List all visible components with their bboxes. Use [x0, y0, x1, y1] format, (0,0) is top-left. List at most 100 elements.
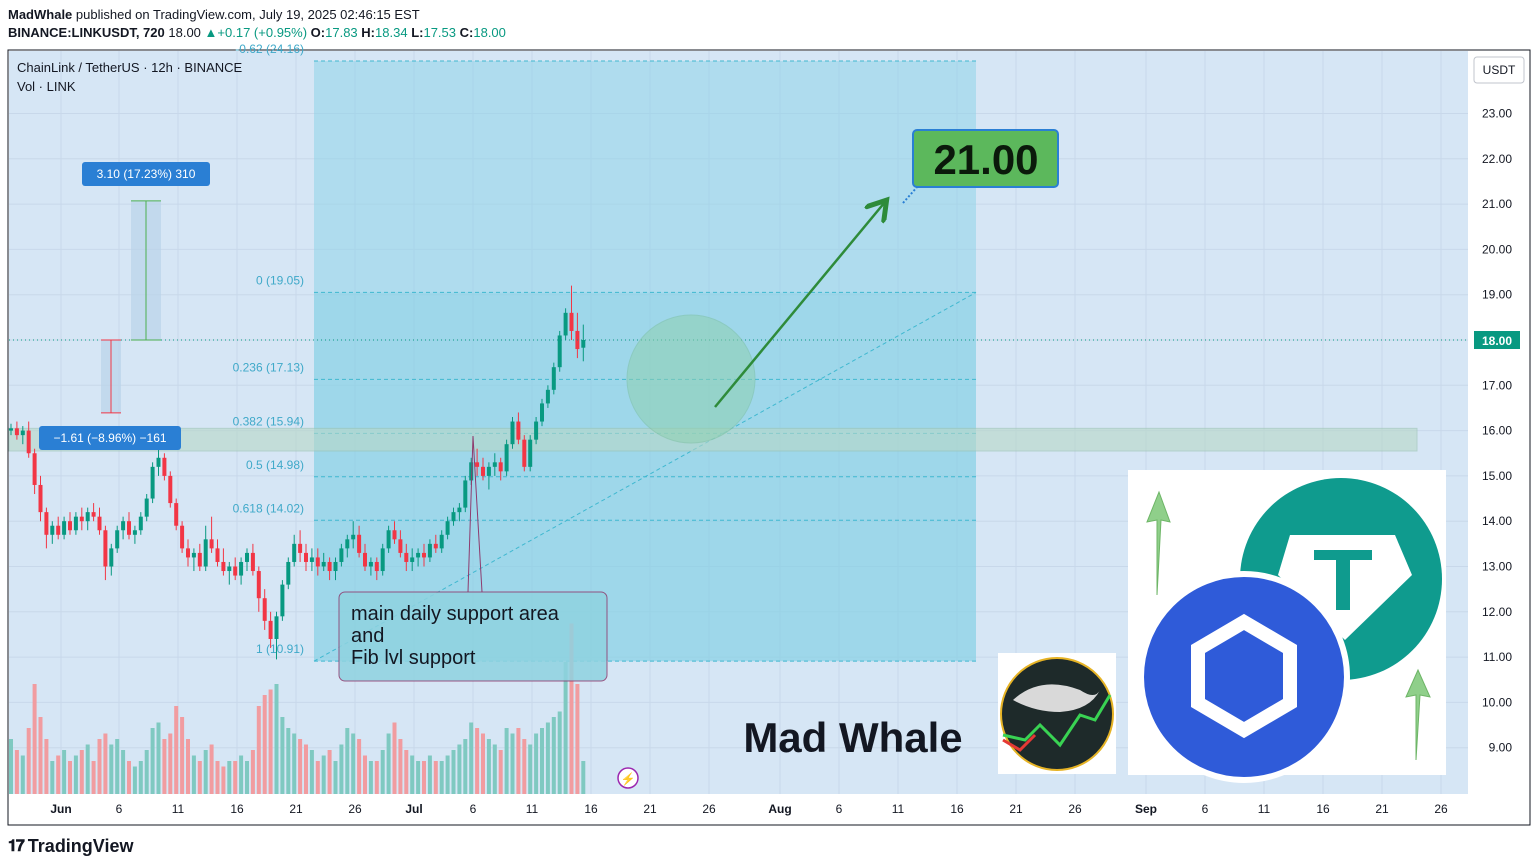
price-tick-label: 10.00 [1482, 695, 1512, 709]
volume-bar [168, 733, 173, 794]
price-tick-label: 14.00 [1482, 514, 1512, 528]
candle-body [563, 312, 568, 336]
candle-body [463, 480, 468, 508]
candle-body [321, 561, 326, 567]
volume-bar [144, 750, 149, 794]
candle-body [79, 516, 84, 522]
candle-body [109, 548, 114, 567]
volume-bar [463, 739, 468, 794]
time-tick-label: Sep [1135, 802, 1157, 816]
volume-bar [551, 717, 556, 794]
candle-body [162, 457, 167, 476]
volume-bar [256, 706, 261, 794]
volume-bar [298, 739, 303, 794]
volume-bar [398, 739, 403, 794]
volume-bars [9, 623, 586, 794]
candle-body [475, 462, 480, 467]
candle-body [304, 552, 308, 562]
volume-bar [150, 728, 155, 794]
volume-bar [250, 750, 255, 794]
fib-level-label: 0 (19.05) [256, 273, 304, 287]
candle-body [150, 466, 155, 499]
volume-bar [427, 755, 432, 794]
candle-body [528, 439, 533, 467]
green-up-arrow-icon [1146, 490, 1171, 596]
callout-pointer [467, 435, 483, 593]
chainlink-hexagon [1191, 613, 1297, 739]
time-axis[interactable] [9, 794, 1468, 824]
volume-bar [486, 739, 491, 794]
candle-body [239, 561, 244, 576]
volume-bar [85, 744, 90, 794]
time-tick-label: 21 [289, 802, 303, 816]
volume-bar [475, 728, 480, 794]
candle-body [557, 335, 562, 368]
volume-bar [433, 761, 438, 794]
volume-bar [522, 739, 527, 794]
publish-info: MadWhale published on TradingView.com, J… [8, 7, 420, 22]
candle-body [357, 534, 362, 553]
volume-bar [215, 761, 220, 794]
price-tick-label: 13.00 [1482, 560, 1512, 574]
green-up-arrow-icon [1405, 668, 1431, 761]
drawing-overlay[interactable]: 3.10 (17.23%) 310 −1.61 (−8.96%) −161 main… [9, 129, 1468, 789]
candle-body [368, 561, 373, 567]
candle-body [380, 548, 385, 572]
candle-body [534, 421, 539, 440]
candle-body [62, 521, 67, 535]
fib-level-label: 1 (10.91) [256, 642, 304, 656]
open-label: O: [310, 25, 326, 40]
tradingview-footer[interactable]: 𝟏𝟕 TradingView [8, 836, 134, 857]
volume-bar [180, 717, 185, 794]
time-tick-label: 16 [230, 802, 244, 816]
volume-bar [516, 728, 521, 794]
candle-body [38, 484, 43, 513]
candle-body [215, 548, 220, 562]
highlight-circle [626, 314, 756, 444]
candle-body [280, 584, 285, 617]
candle-body [138, 516, 143, 531]
fib-level-label: 0.382 (15.94) [233, 414, 304, 428]
candle-body [227, 566, 232, 572]
time-tick-label: 11 [892, 802, 905, 816]
volume-bar [510, 733, 515, 794]
volume-bar [380, 750, 385, 794]
price-tick-label: 22.00 [1482, 152, 1512, 166]
time-tick-label: 11 [526, 802, 539, 816]
volume-bar [174, 706, 179, 794]
volume-bar [32, 684, 37, 794]
price-tick-label: 20.00 [1482, 242, 1512, 256]
candle-body [233, 566, 238, 576]
volume-bar [309, 750, 314, 794]
candle-body [9, 428, 13, 431]
price-tick-label: 21.00 [1482, 197, 1512, 211]
price-tick-label: 12.00 [1482, 605, 1512, 619]
candle-body [292, 543, 297, 562]
candle-body [351, 534, 356, 540]
candle-body [32, 453, 37, 485]
price-tag: 18.00 [1482, 334, 1512, 348]
candle-body [209, 539, 214, 549]
author-name[interactable]: MadWhale [8, 7, 73, 22]
candle-body [433, 543, 438, 549]
volume-bar [103, 733, 108, 794]
time-tick-label: 11 [1258, 802, 1271, 816]
candle-body [268, 620, 273, 639]
candle-body [203, 539, 208, 567]
price-axis[interactable] [1468, 51, 1529, 794]
measure-down-label-bg [39, 426, 181, 450]
volume-bar [227, 761, 232, 794]
candle-body [44, 512, 49, 535]
candle-body [363, 552, 367, 567]
volume-bar [357, 739, 362, 794]
volume-bar [321, 755, 326, 794]
candle-body [481, 466, 485, 476]
volume-bar [569, 623, 574, 794]
volume-bar [209, 744, 214, 794]
candle-body [427, 543, 432, 558]
candle-body [186, 548, 190, 558]
price-tick-label: 16.00 [1482, 424, 1512, 438]
candle-body [156, 457, 161, 467]
target-box [912, 129, 1059, 188]
